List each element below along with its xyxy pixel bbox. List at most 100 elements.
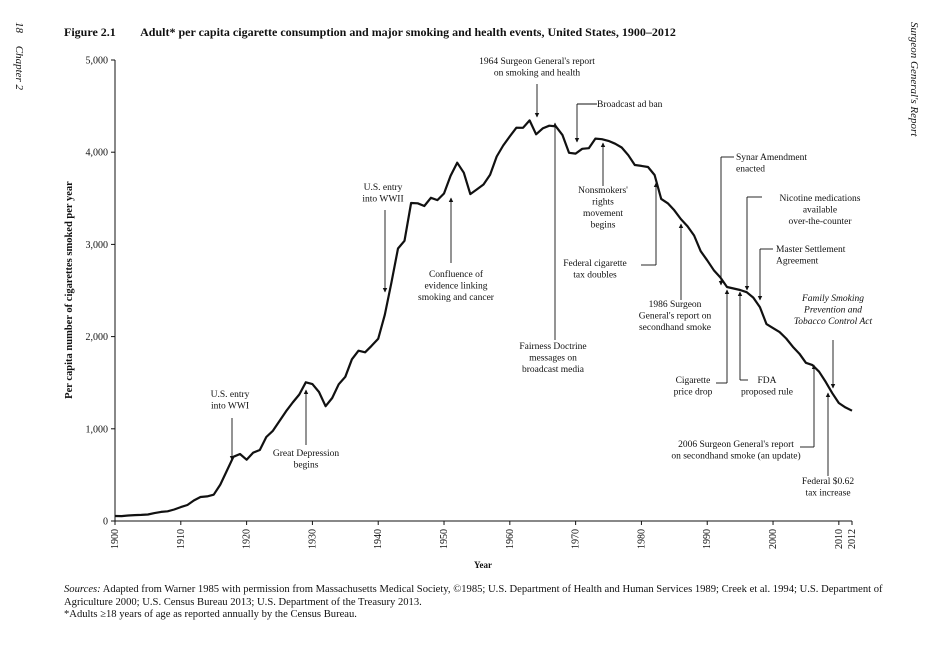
annotation-line: Nicotine medications: [780, 194, 861, 204]
annotation-line: Federal $0.62: [802, 476, 854, 487]
annotation-label: Synar Amendment enacted: [736, 153, 807, 175]
annotation-line: Confluence of: [429, 269, 484, 280]
annotation: Confluence of evidence linking smoking and…: [418, 197, 495, 303]
annotation-label: Broadcast ad ban: [597, 100, 663, 110]
annotation-line: rights: [592, 198, 614, 208]
annotation-line: U.S. entry: [364, 183, 403, 193]
annotation-label: Great Depression begins: [273, 449, 339, 471]
annotation-label: Fairness Doctrine messages on broadcast me…: [519, 342, 586, 375]
x-tick-label: 1930: [307, 529, 318, 549]
annotation-label: U.S. entry into WWI: [211, 390, 250, 412]
annotation-line: Synar Amendment: [736, 153, 807, 163]
x-tick-label: 1910: [176, 529, 187, 549]
annotation-label: U.S. entry into WWII: [362, 183, 403, 205]
sources-text: Adapted from Warner 1985 with permission…: [64, 584, 883, 608]
annotation-line: Broadcast ad ban: [597, 100, 663, 110]
annotation: Federal cigarette tax doubles: [563, 182, 659, 281]
x-tick-label: 1960: [505, 529, 516, 549]
annotation: Master Settlement Agreement: [757, 245, 846, 301]
annotation: Broadcast ad ban: [574, 100, 663, 143]
annotation-line: movement: [583, 209, 623, 219]
annotation: 2006 Surgeon General's report on secondha…: [671, 364, 817, 462]
footnote: *Adults ≥18 years of age as reported ann…: [64, 609, 357, 620]
annotation-label: Cigarette price drop: [674, 376, 713, 398]
annotation: U.S. entry into WWI: [211, 390, 250, 461]
annotation-line: enacted: [736, 165, 765, 175]
annotation-label: 2006 Surgeon General's report on secondha…: [671, 440, 800, 462]
annotation-line: begins: [591, 221, 616, 231]
x-tick-label: 1970: [571, 529, 582, 549]
annotation-label: Federal cigarette tax doubles: [563, 259, 627, 281]
annotation: 1964 Surgeon General's report on smoking …: [479, 57, 595, 118]
sources-line: Sources: Adapted from Warner 1985 with p…: [64, 584, 904, 609]
x-tick-label: 1940: [373, 529, 384, 549]
y-tick-label: 1,000: [86, 424, 109, 435]
figure-number: Figure 2.1: [64, 25, 116, 39]
annotation-line: into WWI: [211, 402, 249, 412]
annotation-line: Fairness Doctrine: [519, 342, 586, 352]
annotation-line: messages on: [529, 354, 577, 364]
annotation-line: Cigarette: [676, 376, 711, 386]
annotation-line: Family Smoking: [801, 294, 864, 304]
y-tick-label: 4,000: [86, 148, 109, 159]
annotation-label: FDA proposed rule: [741, 376, 793, 398]
annotation-line: begins: [294, 461, 319, 471]
annotation-line: secondhand smoke: [639, 323, 711, 333]
x-tick-label: 2012: [847, 529, 858, 549]
annotation: FDA proposed rule: [737, 291, 793, 398]
annotation-line: Federal cigarette: [563, 259, 627, 269]
figure-heading: Figure 2.1 Adult* per capita cigarette c…: [64, 25, 676, 40]
annotation-line: General's report on: [639, 312, 712, 322]
y-tick-label: 0: [103, 517, 108, 528]
annotation-line: price drop: [674, 388, 713, 398]
annotation-line: U.S. entry: [211, 390, 250, 400]
annotation-line: available: [803, 206, 837, 216]
cigarette-consumption-chart: 0 1,000 2,000 3,000 4,000 5,000 1900 1910 1920 19…: [64, 56, 873, 571]
annotation-line: Nonsmokers': [578, 186, 628, 196]
x-tick-label: 2000: [768, 529, 779, 549]
annotation-line: 2006 Surgeon General's report: [678, 440, 794, 450]
annotation-label: 1986 Surgeon General's report on secondhan…: [639, 300, 712, 333]
series-layer: [114, 119, 853, 518]
annotation-label: 1964 Surgeon General's report on smoking …: [479, 57, 595, 79]
annotation-label: Family Smoking Prevention and Tobacco Cont…: [794, 294, 873, 327]
y-tick-label: 3,000: [86, 240, 109, 251]
figure-footer: Sources: Adapted from Warner 1985 with p…: [64, 584, 904, 622]
annotation-line: on secondhand smoke (an update): [671, 451, 800, 462]
sources-label: Sources:: [64, 584, 101, 595]
annotation: U.S. entry into WWII: [362, 183, 404, 293]
annotation-line: Master Settlement: [776, 245, 846, 255]
annotation: Synar Amendment enacted: [718, 153, 807, 286]
y-axis-label: Per capita number of cigarettes smoked p…: [64, 181, 75, 399]
annotation: Family Smoking Prevention and Tobacco Cont…: [794, 294, 873, 389]
annotation-line: proposed rule: [741, 388, 793, 398]
annotation-line: on smoking and health: [494, 69, 581, 79]
figure-caption: Adult* per capita cigarette consumption …: [140, 25, 676, 39]
x-tick-label: 1950: [439, 529, 450, 549]
annotation-label: Nicotine medications available over-the-co…: [780, 194, 861, 227]
annotation-line: into WWII: [362, 195, 403, 205]
consumption-line: [114, 119, 853, 518]
annotation-label: Nonsmokers' rights movement begins: [578, 186, 628, 231]
annotation: Great Depression begins: [273, 389, 339, 471]
x-axis-label: Year: [474, 560, 492, 570]
annotation-line: 1964 Surgeon General's report: [479, 57, 595, 67]
x-tick-label: 1990: [702, 529, 713, 549]
y-tick-label: 2,000: [86, 332, 109, 343]
annotation-line: Great Depression: [273, 449, 339, 459]
annotation: Nonsmokers' rights movement begins: [578, 142, 628, 231]
annotation: Cigarette price drop: [674, 289, 730, 398]
annotation-line: FDA: [757, 376, 776, 386]
annotation-line: Agreement: [776, 257, 819, 267]
annotation-line: 1986 Surgeon: [649, 300, 702, 310]
annotation-layer: 1964 Surgeon General's report on smoking …: [211, 57, 873, 499]
annotation: 1986 Surgeon General's report on secondhan…: [639, 223, 712, 333]
annotation: Fairness Doctrine messages on broadcast me…: [519, 122, 587, 375]
annotation-label: Master Settlement Agreement: [776, 245, 846, 267]
annotation-line: tax doubles: [573, 271, 617, 281]
annotation-line: smoking and cancer: [418, 293, 495, 303]
annotation-line: tax increase: [805, 489, 850, 499]
annotation: Nicotine medications available over-the-co…: [744, 194, 861, 291]
annotation-label: Confluence of evidence linking smoking and…: [418, 269, 495, 303]
annotation-line: Tobacco Control Act: [794, 317, 873, 327]
